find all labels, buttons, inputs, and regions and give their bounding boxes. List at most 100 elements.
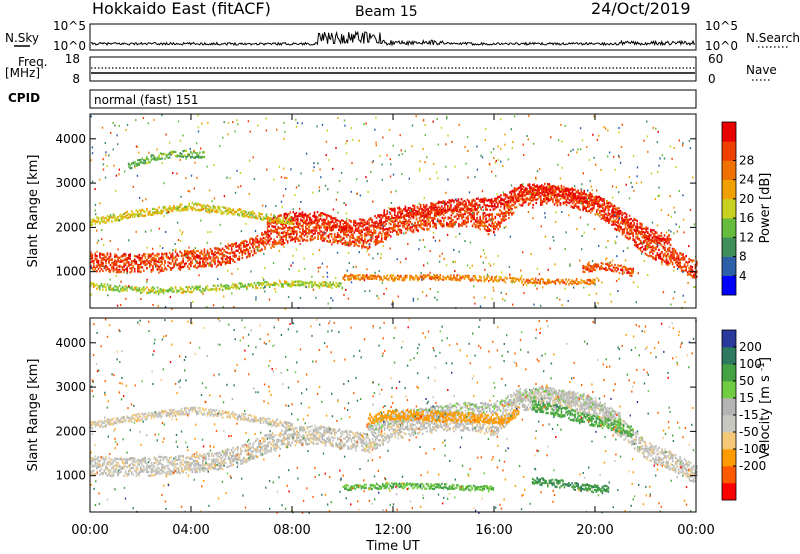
data-cell <box>233 210 236 213</box>
data-cell <box>168 152 171 155</box>
data-cell <box>197 203 200 206</box>
data-cell <box>371 233 374 237</box>
data-cell <box>200 208 203 212</box>
data-cell <box>571 193 573 196</box>
data-cell <box>303 217 305 220</box>
data-cell <box>168 251 171 254</box>
data-cell <box>369 217 372 220</box>
data-cell <box>617 221 619 224</box>
data-cell <box>439 210 442 213</box>
data-cell <box>252 212 254 215</box>
data-cell <box>176 207 178 210</box>
data-cell <box>427 223 430 226</box>
data-cell <box>127 216 130 219</box>
data-cell <box>315 224 318 227</box>
data-cell <box>556 195 558 198</box>
data-cell <box>156 156 159 160</box>
data-cell <box>578 193 581 196</box>
data-cell <box>363 220 366 223</box>
data-cell <box>296 232 298 235</box>
data-cell <box>305 229 307 233</box>
data-cell <box>386 235 389 238</box>
data-cell <box>531 190 534 193</box>
data-cell <box>252 241 254 245</box>
data-cell <box>223 249 225 252</box>
data-cell <box>121 260 124 263</box>
data-cell <box>652 245 654 248</box>
data-cell <box>676 255 678 258</box>
data-cell <box>663 234 666 237</box>
data-cell <box>380 240 383 243</box>
data-cell <box>288 222 291 226</box>
data-cell <box>132 265 134 268</box>
data-cell <box>616 213 619 217</box>
data-cell <box>324 227 327 230</box>
data-cell <box>293 225 295 229</box>
data-cell <box>300 232 303 235</box>
data-cell <box>391 214 393 217</box>
data-cell <box>691 276 694 279</box>
data-cell <box>199 203 201 206</box>
data-cell <box>243 241 245 244</box>
data-cell <box>308 230 310 233</box>
data-cell <box>669 238 672 241</box>
beam-label: Beam 15 <box>355 4 418 20</box>
data-cell <box>187 207 189 210</box>
data-cell <box>339 221 342 224</box>
data-cell <box>328 215 331 218</box>
data-cell <box>659 243 662 246</box>
data-cell <box>297 237 300 240</box>
data-cell <box>322 212 325 215</box>
data-cell <box>156 158 159 161</box>
data-cell <box>547 199 550 203</box>
data-cell <box>90 284 92 287</box>
data-cell <box>330 226 333 229</box>
data-cell <box>277 218 280 221</box>
data-cell <box>535 202 537 205</box>
data-cell <box>674 261 677 264</box>
data-cell <box>152 266 154 269</box>
data-cell <box>519 194 522 197</box>
data-cell <box>655 258 657 261</box>
data-cell <box>527 203 530 206</box>
data-cell <box>106 283 109 286</box>
data-cell <box>333 235 336 238</box>
data-cell <box>183 207 186 210</box>
data-cell <box>641 245 644 248</box>
data-cell <box>109 284 112 287</box>
noise-left-tick-bottom: 10^0 <box>53 39 86 53</box>
data-cell <box>143 214 145 217</box>
data-cell <box>472 205 475 208</box>
data-cell <box>174 260 177 264</box>
data-cell <box>506 205 509 208</box>
data-cell <box>524 187 527 190</box>
data-cell <box>609 219 612 222</box>
data-cell <box>406 214 408 217</box>
data-cell <box>247 243 250 246</box>
data-cell <box>224 206 227 209</box>
data-cell <box>347 243 350 246</box>
data-cell <box>573 206 575 209</box>
data-cell <box>124 262 127 265</box>
data-cell <box>532 196 534 199</box>
data-cell <box>296 233 298 236</box>
data-cell <box>528 185 531 188</box>
data-cell <box>519 190 522 194</box>
data-cell <box>676 257 678 260</box>
data-cell <box>285 238 287 241</box>
data-cell <box>483 215 486 218</box>
data-cell <box>171 210 174 213</box>
data-cell <box>536 192 538 195</box>
data-cell <box>374 242 377 245</box>
data-cell <box>314 232 316 235</box>
data-cell <box>433 216 436 219</box>
data-cell <box>521 187 523 190</box>
data-cell <box>430 205 432 209</box>
data-cell <box>279 242 281 245</box>
data-cell <box>543 197 545 201</box>
data-cell <box>357 225 360 228</box>
data-cell <box>159 290 162 294</box>
data-cell <box>162 292 165 295</box>
data-cell <box>501 203 504 206</box>
data-cell <box>140 291 142 294</box>
